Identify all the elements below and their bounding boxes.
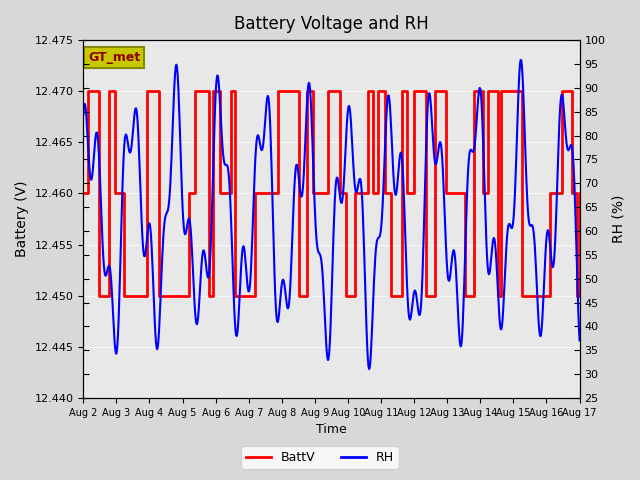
Y-axis label: RH (%): RH (%) bbox=[611, 195, 625, 243]
BattV bbox=[365, 88, 372, 94]
Line: RH: RH bbox=[83, 60, 580, 369]
X-axis label: Time: Time bbox=[316, 423, 347, 436]
Title: Battery Voltage and RH: Battery Voltage and RH bbox=[234, 15, 429, 33]
BattV bbox=[411, 88, 419, 94]
BattV bbox=[79, 191, 87, 196]
BattV bbox=[95, 88, 103, 94]
RH bbox=[576, 337, 584, 343]
RH bbox=[365, 366, 373, 372]
Line: BattV: BattV bbox=[83, 91, 580, 296]
Y-axis label: Battery (V): Battery (V) bbox=[15, 181, 29, 257]
RH bbox=[110, 324, 118, 329]
BattV bbox=[576, 191, 584, 196]
BattV bbox=[576, 293, 584, 299]
RH bbox=[368, 324, 376, 330]
Legend: BattV, RH: BattV, RH bbox=[241, 446, 399, 469]
RH bbox=[396, 152, 404, 158]
BattV bbox=[381, 191, 389, 196]
RH bbox=[456, 343, 464, 348]
RH bbox=[381, 141, 389, 147]
RH bbox=[516, 57, 524, 63]
RH bbox=[79, 112, 87, 118]
Text: GT_met: GT_met bbox=[88, 51, 141, 64]
RH bbox=[508, 225, 515, 231]
BattV bbox=[84, 191, 92, 196]
BattV bbox=[95, 293, 103, 299]
BattV bbox=[84, 88, 92, 94]
